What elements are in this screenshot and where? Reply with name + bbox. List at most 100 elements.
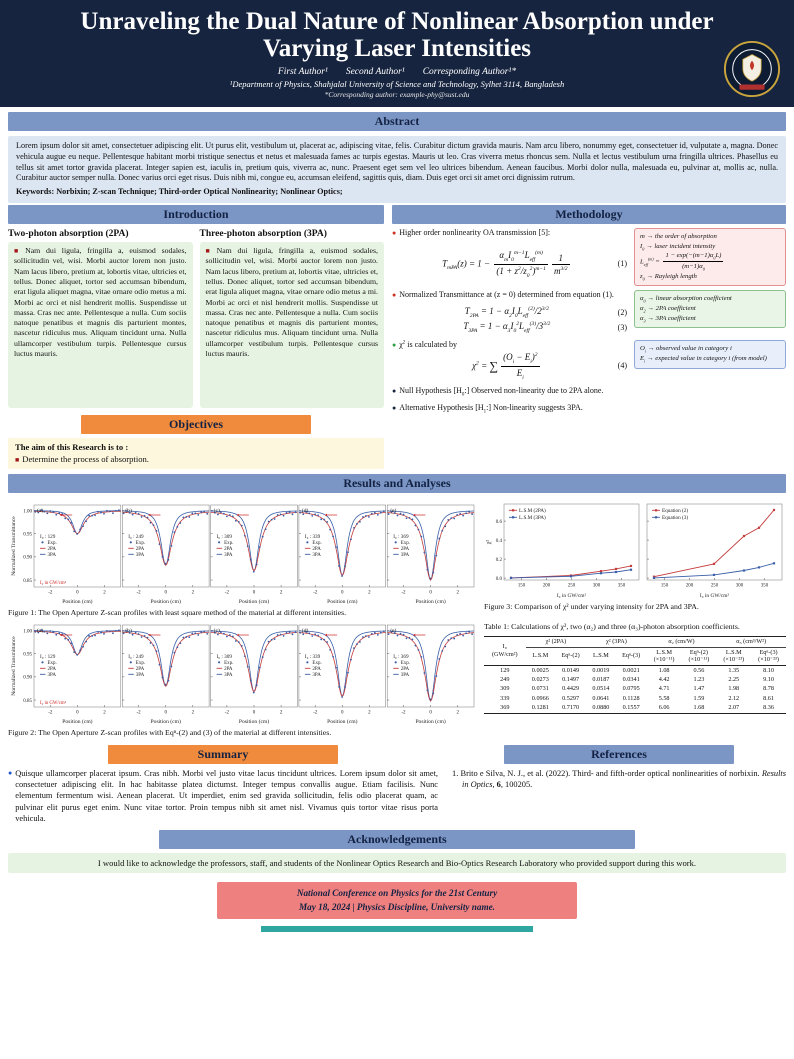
author: Corresponding Author¹* [422, 67, 517, 77]
svg-text:3PA: 3PA [312, 673, 321, 678]
svg-text:-2: -2 [401, 591, 406, 596]
svg-text:3PA: 3PA [136, 673, 145, 678]
svg-text:(e): (e) [390, 627, 396, 634]
reference-separator: , [492, 780, 497, 790]
svg-text:2: 2 [280, 711, 283, 716]
note-line: α3 → 3PA coefficient [640, 315, 696, 324]
alternative-hypothesis-text: Alternative Hypothesis [H1:] Non-lineari… [399, 402, 583, 415]
reference-pages: , 100205. [500, 780, 533, 790]
svg-text:Equation (3): Equation (3) [662, 514, 688, 521]
two-photon-cell: Two-photon absorption (2PA) Nam dui ligu… [8, 228, 193, 409]
svg-text:(a): (a) [37, 507, 43, 514]
svg-text:-2: -2 [313, 591, 318, 596]
author: First Author¹ [277, 67, 328, 77]
svg-text:L.S.M (3PA): L.S.M (3PA) [519, 514, 546, 521]
note-line: Oi → observed value in category i [640, 345, 732, 354]
svg-text:I₀ : 309: I₀ : 309 [217, 654, 233, 660]
svg-text:150: 150 [661, 584, 669, 589]
svg-text:2PA: 2PA [224, 547, 233, 552]
svg-text:2PA: 2PA [401, 667, 410, 672]
intro-method-columns: Introduction Two-photon absorption (2PA)… [0, 203, 794, 470]
methodology-section-bar: Methodology [392, 205, 786, 225]
svg-text:Exp.: Exp. [48, 541, 57, 546]
svg-text:3PA: 3PA [224, 553, 233, 558]
svg-text:0: 0 [253, 591, 256, 596]
figure-1-caption: Figure 1: The Open Aperture Z-scan profi… [8, 608, 347, 618]
svg-text:-2: -2 [136, 711, 141, 716]
two-photon-title: Two-photon absorption (2PA) [8, 229, 129, 240]
svg-text:0.2: 0.2 [496, 558, 503, 563]
svg-text:(b): (b) [125, 507, 132, 514]
summary-text: Quisque ullamcorper placerat ipsum. Cras… [15, 769, 438, 823]
references-section-bar: References [504, 745, 734, 765]
figure-1-chart: Normalized Transmittance 1.00 0.95 0.90 0.85… [11, 505, 475, 605]
svg-text:Exp.: Exp. [312, 661, 321, 666]
svg-text:-2: -2 [136, 591, 141, 596]
svg-text:Position (cm): Position (cm) [239, 718, 269, 725]
svg-text:3PA: 3PA [48, 673, 57, 678]
objectives-lead: The aim of this Research is to : [15, 442, 129, 453]
null-hypothesis: Null Hypothesis [H0:] Observed non-linea… [392, 386, 627, 399]
method-bullet-1-text: Higher order nonlinearity OA transmissio… [399, 228, 551, 238]
objective-text: Determine the process of absorption. [22, 453, 149, 464]
svg-text:3PA: 3PA [401, 553, 410, 558]
equation-1-body: TmPA(z) = 1 − αmI0m−1Leff(m) (1 + z2/z02)… [442, 250, 570, 279]
svg-text:2: 2 [456, 591, 459, 596]
svg-text:Position (cm): Position (cm) [415, 718, 445, 725]
square-bullet-icon [14, 246, 25, 255]
note-line: α2 → 2PA coefficient [640, 305, 696, 314]
results-row-1: Normalized Transmittance 1.00 0.95 0.90 0.85… [0, 498, 794, 618]
svg-text:-2: -2 [401, 711, 406, 716]
svg-text:350: 350 [761, 584, 769, 589]
svg-text:200: 200 [543, 584, 551, 589]
three-photon-text-box: Nam dui ligula, fringilla a, euismod sod… [199, 242, 384, 409]
svg-text:2PA: 2PA [136, 547, 145, 552]
reference-journal: Results in Optics [462, 769, 787, 790]
svg-text:0: 0 [164, 711, 167, 716]
svg-text:L.S.M (2PA): L.S.M (2PA) [519, 507, 546, 514]
svg-text:(e): (e) [390, 507, 396, 514]
svg-text:(c): (c) [214, 627, 220, 634]
svg-text:I₀ : 129: I₀ : 129 [40, 534, 56, 540]
note-line: m → the order of absorption [640, 233, 717, 241]
svg-text:2: 2 [192, 591, 195, 596]
svg-text:Exp.: Exp. [224, 541, 233, 546]
svg-text:Exp.: Exp. [312, 541, 321, 546]
svg-text:0.0: 0.0 [496, 577, 503, 582]
introduction-grid: Two-photon absorption (2PA) Nam dui ligu… [8, 228, 384, 409]
svg-text:3PA: 3PA [224, 673, 233, 678]
svg-text:Position (cm): Position (cm) [327, 718, 357, 725]
summary-column: Summary Quisque ullamcorper placerat ips… [8, 738, 438, 823]
method-note-chi: Oi → observed value in category i Ei → e… [634, 340, 786, 369]
null-hypothesis-text: Null Hypothesis [H0:] Observed non-linea… [399, 385, 604, 398]
svg-text:-2: -2 [48, 591, 53, 596]
svg-text:2: 2 [368, 711, 371, 716]
note-line: z0 → Rayleigh length [640, 272, 697, 282]
svg-text:0: 0 [429, 591, 432, 596]
svg-text:-2: -2 [313, 711, 318, 716]
svg-text:2PA: 2PA [224, 667, 233, 672]
svg-text:2PA: 2PA [312, 667, 321, 672]
two-photon-text-box: Nam dui ligula, fringilla a, euismod sod… [8, 242, 193, 409]
svg-text:Position (cm): Position (cm) [151, 718, 181, 725]
svg-text:0: 0 [341, 591, 344, 596]
svg-text:3PA: 3PA [48, 553, 57, 558]
abstract-text: Lorem ipsum dolor sit amet, consectetuer… [16, 141, 778, 183]
svg-text:0.90: 0.90 [23, 556, 32, 561]
svg-text:I₀ : 369: I₀ : 369 [393, 654, 409, 660]
svg-text:Position (cm): Position (cm) [151, 598, 181, 605]
reference-volume: 6 [496, 780, 501, 790]
svg-text:0.85: 0.85 [23, 699, 32, 704]
svg-text:I₀ in GW/cm²: I₀ in GW/cm² [40, 700, 67, 706]
svg-text:0.95: 0.95 [23, 653, 32, 658]
svg-text:0: 0 [76, 711, 79, 716]
affiliation: ¹Department of Physics, Shahjalal Univer… [229, 79, 565, 89]
svg-text:3PA: 3PA [136, 553, 145, 558]
svg-text:I₀ in GW/cm²: I₀ in GW/cm² [700, 593, 730, 599]
references-column: References 1. Brito e Silva, N. J., et a… [452, 738, 786, 790]
reference-number: 1. [452, 769, 461, 779]
note-line: Leff(m) = 1 − exp(−(m−1)α0L) (m−1)α0 [640, 251, 724, 272]
objectives-box: The aim of this Research is to : Determi… [8, 438, 384, 470]
equation-3-number: (3) [617, 323, 627, 333]
acknowledgements-text: I would like to acknowledge the professo… [8, 852, 786, 873]
